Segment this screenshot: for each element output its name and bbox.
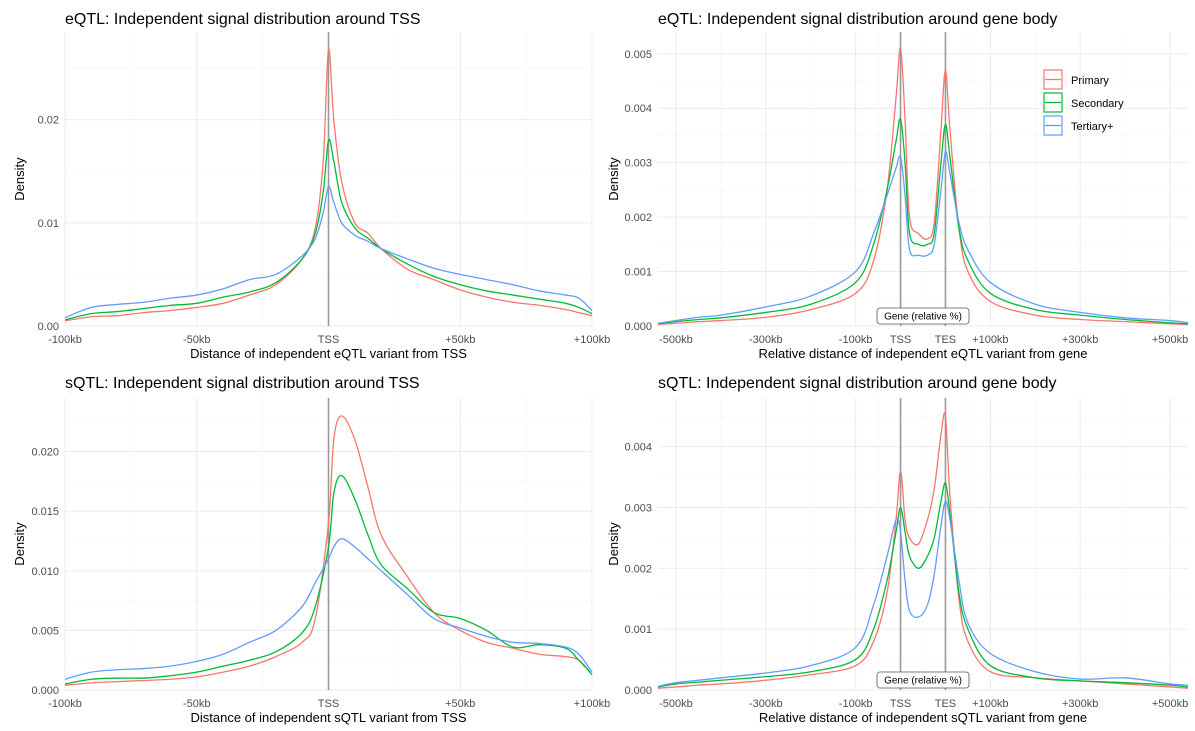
y-tick-label: 0.005 — [31, 625, 59, 637]
x-tick-label: -50kb — [183, 334, 211, 346]
series-tertiary-plus — [657, 500, 1189, 687]
y-tick-label: 0.015 — [31, 506, 59, 518]
x-axis-title: Distance of independent sQTL variant fro… — [190, 710, 466, 725]
gene-annotation-box — [876, 671, 970, 689]
y-tick-label: 0.020 — [31, 447, 59, 459]
panel-eqtl_body: Gene (relative %) 0.000 0.001 0.002 0.003 0.0… — [606, 11, 1188, 361]
series-primary — [64, 415, 593, 686]
panel-title: eQTL: Independent signal distribution ar… — [658, 11, 1057, 28]
series-secondary — [657, 482, 1189, 688]
series-tertiary-plus — [64, 186, 593, 319]
y-tick-label: 0.000 — [624, 685, 652, 697]
x-tick-label: -300kb — [749, 698, 783, 710]
y-axis-title: Density — [12, 157, 27, 201]
x-tick-label: TSS — [318, 334, 339, 346]
x-tick-label: TES — [935, 698, 956, 710]
x-axis-title: Relative distance of independent eQTL va… — [758, 346, 1087, 361]
y-tick-label: 0.004 — [624, 103, 652, 115]
x-tick-label: -500kb — [659, 698, 693, 710]
series-tertiary-plus — [657, 150, 1189, 324]
x-tick-label: +300kb — [1062, 334, 1098, 346]
panel-sqtl_body: Gene (relative %) 0.000 0.001 0.002 0.003 0.0… — [606, 375, 1188, 725]
gene-annotation-box — [876, 307, 970, 325]
y-tick-label: 0.001 — [624, 624, 652, 636]
x-tick-label: -300kb — [749, 334, 783, 346]
x-tick-label: TES — [935, 334, 956, 346]
x-tick-label: +500kb — [1152, 334, 1188, 346]
x-tick-label: +50kb — [445, 334, 475, 346]
x-tick-label: +100kb — [574, 698, 610, 710]
x-axis-title: Relative distance of independent sQTL va… — [759, 710, 1087, 725]
x-tick-label: TSS — [890, 698, 911, 710]
y-axis-title: Density — [12, 522, 27, 566]
y-tick-label: 0.002 — [624, 563, 652, 575]
x-tick-label: +50kb — [445, 698, 475, 710]
y-tick-label: 0.01 — [38, 218, 59, 230]
y-tick-label: 0.002 — [624, 212, 652, 224]
legend: Primary Secondary Tertiary+ — [1043, 69, 1124, 136]
x-tick-label: +300kb — [1062, 698, 1098, 710]
y-tick-label: 0.003 — [624, 503, 652, 515]
y-axis-title: Density — [606, 157, 621, 201]
y-tick-label: 0.000 — [624, 321, 652, 333]
series-secondary — [64, 474, 593, 685]
x-tick-label: -500kb — [659, 334, 693, 346]
panel-title: sQTL: Independent signal distribution ar… — [658, 375, 1057, 392]
x-tick-label: +100kb — [972, 698, 1008, 710]
y-tick-label: 0.005 — [624, 49, 652, 61]
x-tick-label: -100kb — [48, 334, 82, 346]
x-tick-label: +500kb — [1152, 698, 1188, 710]
y-axis-title: Density — [606, 522, 621, 566]
legend-label: Tertiary+ — [1071, 121, 1114, 133]
x-tick-label: -100kb — [48, 698, 82, 710]
panel-sqtl_tss: 0.000 0.005 0.010 0.015 0.020 -100kb -50kb TSS +… — [12, 375, 610, 725]
panel-eqtl_tss: 0.00 0.01 0.02 -100kb -50kb TSS +50kb +100kb eQT… — [12, 11, 610, 361]
y-tick-label: 0.003 — [624, 158, 652, 170]
legend-label: Secondary — [1071, 98, 1124, 110]
series-secondary — [657, 117, 1189, 325]
x-tick-label: TSS — [890, 334, 911, 346]
y-tick-label: 0.010 — [31, 566, 59, 578]
x-tick-label: +100kb — [574, 334, 610, 346]
x-tick-label: +100kb — [972, 334, 1008, 346]
y-tick-label: 0.004 — [624, 442, 652, 454]
x-tick-label: -50kb — [183, 698, 211, 710]
gene-annotation-label: Gene (relative %) — [884, 312, 962, 323]
series-tertiary-plus — [64, 537, 593, 680]
x-tick-label: TSS — [318, 698, 339, 710]
series-primary — [64, 48, 593, 322]
gene-annotation-label: Gene (relative %) — [884, 676, 962, 687]
x-axis-title: Distance of independent eQTL variant fro… — [190, 346, 467, 361]
panel-title: sQTL: Independent signal distribution ar… — [65, 375, 420, 392]
y-tick-label: 0.001 — [624, 267, 652, 279]
series-primary — [657, 412, 1189, 689]
x-tick-label: -100kb — [839, 334, 873, 346]
series-primary — [657, 47, 1189, 326]
x-tick-label: -100kb — [839, 698, 873, 710]
y-tick-label: 0.000 — [31, 685, 59, 697]
y-tick-label: 0.02 — [38, 115, 59, 127]
series-secondary — [64, 138, 593, 321]
panel-title: eQTL: Independent signal distribution ar… — [65, 11, 421, 28]
y-tick-label: 0.00 — [38, 321, 59, 333]
legend-label: Primary — [1071, 75, 1109, 87]
